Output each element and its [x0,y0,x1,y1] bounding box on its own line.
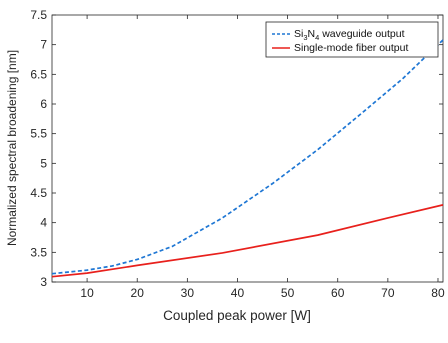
legend-box [265,21,439,58]
x-tick-label: 30 [181,286,195,300]
x-tick-label: 80 [431,286,445,300]
legend-label-waveguide: Si3N4 waveguide output [294,28,405,42]
y-tick-label: 5 [40,156,47,170]
legend: Si3N4 waveguide output Single-mode fiber… [265,21,439,58]
x-tick-label: 60 [331,286,345,300]
plot-area [51,14,444,283]
ticks-layer: 10 20 30 40 50 60 70 80 3 3.5 4 4.5 5 5.5 6 6.5 7 7.5 [30,8,445,300]
y-tick-label: 6 [40,97,47,111]
y-axis-label: Normalized spectral broadening [nm] [5,50,19,246]
series-line-waveguide [51,39,444,275]
x-axis-label: Coupled peak power [W] [163,308,311,323]
y-tick-label: 7 [40,38,47,52]
x-tick-label: 20 [131,286,145,300]
y-tick-label: 3 [40,275,47,289]
y-tick-label: 5.5 [30,127,47,141]
y-tick-label: 4.5 [30,186,47,200]
legend-label-fiber: Single-mode fiber output [294,42,408,54]
y-tick-label: 7.5 [30,8,47,22]
x-tick-label: 10 [80,286,94,300]
x-tick-label: 40 [231,286,245,300]
y-tick-label: 4 [40,216,47,230]
y-tick-label: 6.5 [30,67,47,81]
series-layer [51,39,444,278]
y-tick-label: 3.5 [30,245,47,259]
x-tick-label: 70 [381,286,395,300]
series-line-fiber [51,204,444,278]
x-tick-label: 50 [281,286,295,300]
